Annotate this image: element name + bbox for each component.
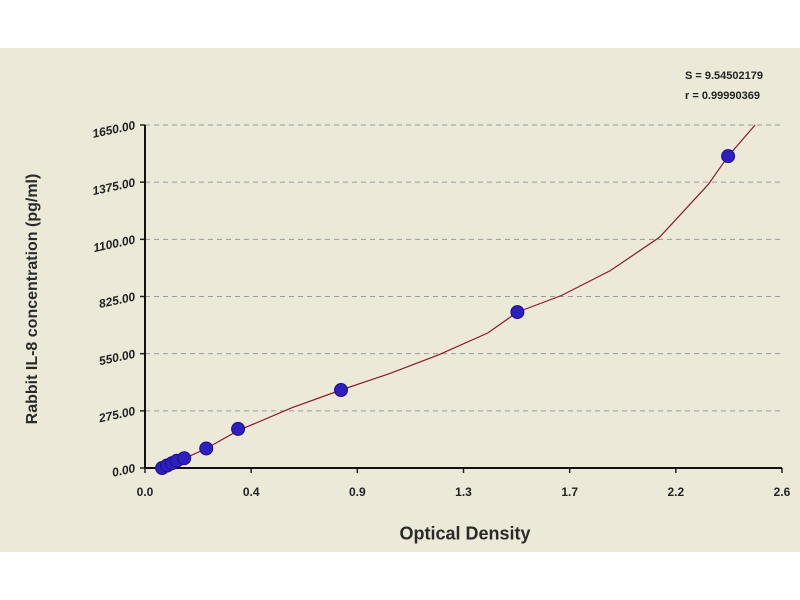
chart-svg: 0.00 275.00 550.00 825.00 1100.00 1375.00 1650… xyxy=(91,118,791,499)
y-tick-label: 0.00 xyxy=(111,461,137,480)
x-tick-label: 1.7 xyxy=(561,485,578,499)
y-tick-label: 1650.00 xyxy=(91,118,137,141)
y-axis-label: Rabbit IL-8 concentration (pg/ml) xyxy=(24,173,41,425)
axes xyxy=(140,124,783,473)
x-tick-label: 2.2 xyxy=(667,485,684,499)
fit-curve xyxy=(161,124,756,469)
data-point xyxy=(510,305,525,320)
x-axis-label: Optical Density xyxy=(399,523,531,544)
y-tick-label: 1375.00 xyxy=(91,175,137,198)
tick-labels: 0.00 275.00 550.00 825.00 1100.00 1375.00 1650… xyxy=(91,118,791,499)
data-point xyxy=(721,149,736,164)
stat-r-value: r = 0.99990369 xyxy=(685,90,760,102)
data-point xyxy=(177,451,192,466)
stat-s-value: S = 9.54502179 xyxy=(685,70,763,82)
y-tick-label: 1100.00 xyxy=(92,232,137,255)
y-tick-label: 825.00 xyxy=(98,290,137,311)
y-tick-label: 550.00 xyxy=(98,347,137,368)
fit-curve-line xyxy=(161,124,756,469)
x-tick-label: 2.6 xyxy=(774,485,791,499)
x-tick-label: 0.9 xyxy=(349,485,366,499)
data-point xyxy=(231,421,246,436)
y-tick-label: 275.00 xyxy=(97,404,137,426)
data-point xyxy=(334,383,348,398)
data-point xyxy=(199,441,214,456)
chart-panel: 0.00 275.00 550.00 825.00 1100.00 1375.00 1650… xyxy=(0,48,800,552)
data-points xyxy=(155,149,736,475)
x-tick-label: 0.4 xyxy=(243,485,260,499)
x-tick-label: 0.0 xyxy=(137,485,154,499)
grid-lines xyxy=(145,124,782,412)
x-tick-label: 1.3 xyxy=(455,485,472,499)
